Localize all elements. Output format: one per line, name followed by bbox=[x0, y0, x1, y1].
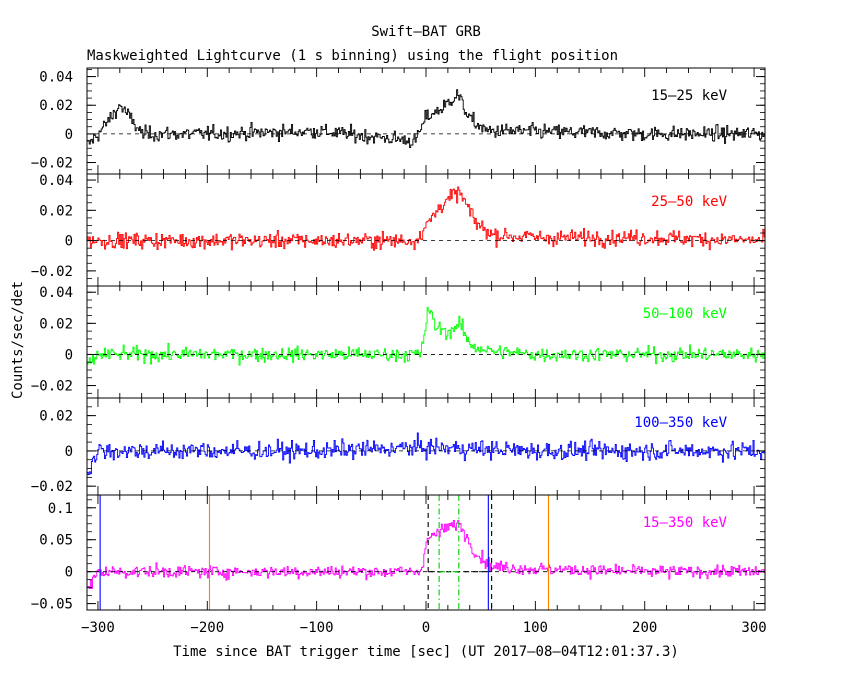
y-tick-label: −0.02 bbox=[31, 379, 73, 395]
y-tick-label: 0.1 bbox=[48, 501, 73, 517]
y-tick-label: −0.02 bbox=[31, 479, 73, 495]
y-tick-label: 0.05 bbox=[39, 533, 73, 549]
x-tick-label: −300 bbox=[81, 620, 115, 636]
panel-frame bbox=[86, 285, 766, 399]
panel-3: −0.02 0 0.02 0.04 50–100 keV bbox=[31, 285, 766, 399]
panel-4: −0.02 0 0.02 100–350 keV bbox=[31, 397, 766, 496]
y-tick-label: 0.02 bbox=[39, 98, 73, 114]
y-tick-label: −0.05 bbox=[31, 597, 73, 613]
y-tick-label: 0 bbox=[65, 127, 73, 143]
series-line bbox=[87, 186, 765, 251]
band-label: 100–350 keV bbox=[634, 415, 727, 431]
figure-title: Swift–BAT GRB bbox=[371, 24, 481, 40]
y-tick-label: 0.04 bbox=[39, 70, 73, 86]
y-tick-label: 0.02 bbox=[39, 203, 73, 219]
series-line bbox=[87, 520, 765, 590]
band-label: 25–50 keV bbox=[651, 194, 727, 210]
x-tick-label: 200 bbox=[632, 620, 657, 636]
panel-1: −0.02 0 0.02 0.04 15–25 keV bbox=[31, 67, 766, 175]
y-tick-label: 0 bbox=[65, 444, 73, 460]
x-tick-label: 300 bbox=[741, 620, 766, 636]
x-axis: −300 −200 −100 0 100 200 300 bbox=[81, 620, 767, 636]
panel-frame bbox=[86, 67, 766, 175]
panel-2: −0.02 0 0.02 0.04 25–50 keV bbox=[31, 173, 766, 287]
series-line bbox=[87, 307, 765, 366]
x-axis-label: Time since BAT trigger time [sec] (UT 20… bbox=[173, 644, 679, 660]
x-tick-label: −200 bbox=[190, 620, 224, 636]
y-tick-label: 0.04 bbox=[39, 285, 73, 301]
y-tick-label: 0 bbox=[65, 565, 73, 581]
panels: −0.02 0 0.02 0.04 15–25 keV −0.02 0 0.02 0.04 25–… bbox=[31, 67, 766, 613]
panel-5: −0.05 0 0.05 0.1 15–350 keV bbox=[31, 494, 766, 613]
band-label: 15–25 keV bbox=[651, 88, 727, 104]
figure-subtitle: Maskweighted Lightcurve (1 s binning) us… bbox=[87, 48, 618, 64]
y-tick-label: 0 bbox=[65, 347, 73, 363]
y-tick-label: −0.02 bbox=[31, 156, 73, 172]
x-tick-label: −100 bbox=[300, 620, 334, 636]
band-label: 50–100 keV bbox=[643, 306, 728, 322]
y-tick-label: −0.02 bbox=[31, 264, 73, 280]
series-line bbox=[87, 89, 765, 148]
y-tick-label: 0.04 bbox=[39, 173, 73, 189]
y-tick-label: 0 bbox=[65, 234, 73, 250]
panel-frame bbox=[86, 173, 766, 287]
x-tick-label: 0 bbox=[422, 620, 430, 636]
x-tick-label: 100 bbox=[523, 620, 548, 636]
band-label: 15–350 keV bbox=[643, 515, 728, 531]
series-line bbox=[87, 432, 765, 476]
y-tick-label: 0.02 bbox=[39, 316, 73, 332]
panel-frame bbox=[86, 494, 766, 611]
y-axis-label: Counts/sec/det bbox=[10, 281, 26, 399]
y-tick-label: 0.02 bbox=[39, 409, 73, 425]
